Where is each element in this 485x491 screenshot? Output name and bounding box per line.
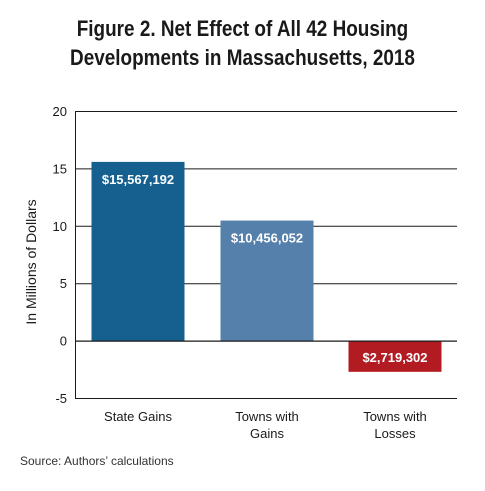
y-tick-label: 5	[60, 276, 67, 291]
y-tick-label: 15	[53, 161, 67, 176]
data-label: $15,567,192	[102, 172, 174, 187]
y-tick-label: -5	[55, 391, 67, 406]
chart-title-line-2: Developments in Massachusetts, 2018	[70, 45, 415, 70]
y-tick-label: 0	[60, 334, 67, 349]
data-label: $10,456,052	[231, 231, 303, 246]
axes	[75, 111, 457, 398]
source-note: Source: Authors’ calculations	[20, 454, 174, 468]
x-category-label: State Gains	[104, 409, 172, 424]
x-category-label: Losses	[374, 426, 416, 441]
data-label: $2,719,302	[362, 350, 427, 365]
y-axis-label: In Millions of Dollars	[23, 199, 39, 324]
x-category-label: Gains	[250, 426, 284, 441]
x-category-label: Towns with	[235, 409, 299, 424]
x-category-label: Towns with	[363, 409, 427, 424]
bar-0	[91, 161, 185, 341]
chart-title-line-1: Figure 2. Net Effect of All 42 Housing	[76, 16, 409, 41]
chart-title: Figure 2. Net Effect of All 42 Housing D…	[34, 14, 451, 72]
bar-1	[220, 220, 314, 341]
bar-2	[348, 340, 442, 372]
y-tick-label: 20	[53, 104, 67, 119]
bars	[91, 161, 442, 372]
y-tick-label: 10	[53, 219, 67, 234]
labels: -5 0 5 10 15 20 $15,567,192 $10,456,052 $2,719,3…	[53, 104, 428, 441]
